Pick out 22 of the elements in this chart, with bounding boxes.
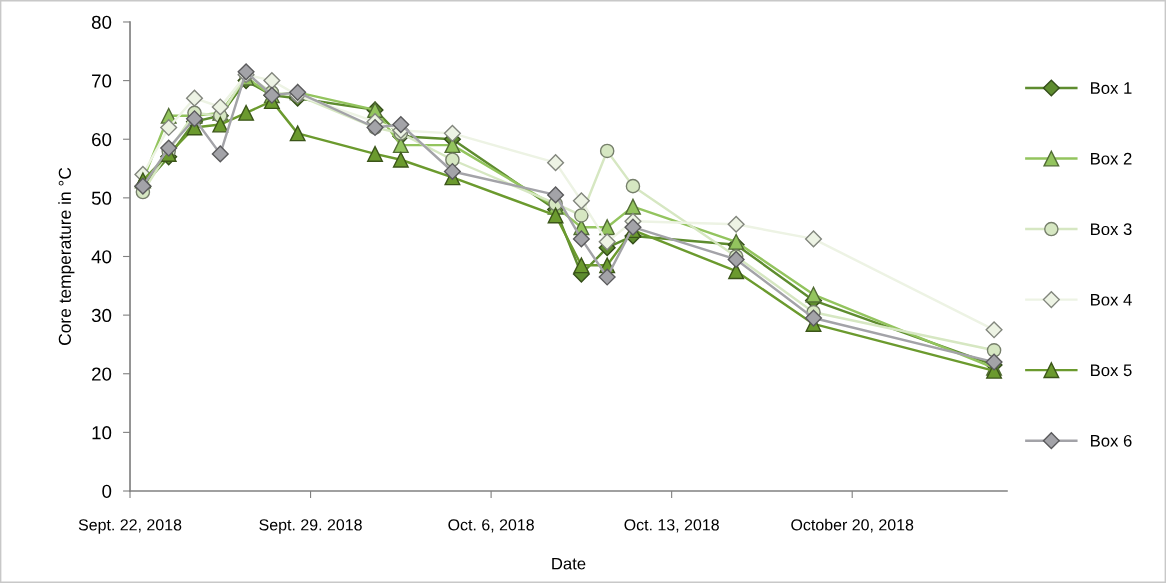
legend-label: Box 3 [1091, 223, 1132, 236]
y-tick-label: 40 [91, 250, 112, 264]
legend-label: Box 5 [1091, 364, 1132, 377]
x-tick-label: Oct. 13, 2018 [624, 519, 719, 533]
y-tick-label: 20 [92, 367, 112, 381]
x-tick-label: Sept. 29. 2018 [259, 519, 362, 534]
x-tick-label: Sept. 22, 2018 [78, 519, 182, 534]
legend-label: Box 6 [1091, 434, 1132, 447]
y-tick-label: 30 [91, 308, 112, 323]
y-tick-label: 60 [92, 132, 112, 147]
y-tick-label: 70 [92, 74, 112, 88]
legend-label: Box 2 [1091, 152, 1132, 165]
legend-label: Box 4 [1091, 293, 1132, 306]
y-tick-label: 50 [91, 191, 112, 205]
y-tick-label: 0 [102, 484, 112, 498]
legend-label: Box 1 [1091, 82, 1132, 94]
x-tick-label: October 20, 2018 [791, 518, 914, 533]
y-tick-label: 80 [91, 15, 112, 29]
x-tick-label: Oct. 6, 2018 [448, 519, 534, 533]
x-axis-title: Date [552, 557, 586, 570]
y-axis-title: Core temperature in °C [58, 167, 75, 345]
y-tick-label: 10 [92, 426, 112, 440]
